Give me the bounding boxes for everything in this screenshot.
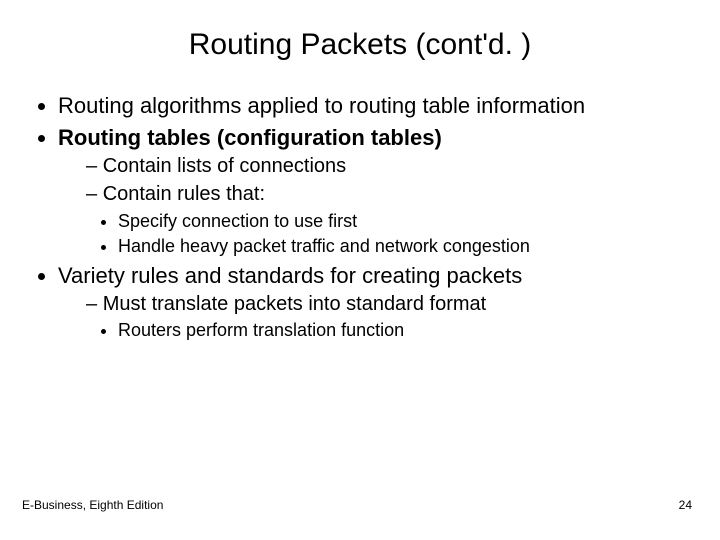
bullet-text: Variety rules and standards for creating… [58, 263, 522, 288]
bullet-list-level2: Must translate packets into standard for… [58, 292, 690, 343]
bullet-text: Contain rules that: [103, 183, 265, 205]
bullet-list-level2: Contain lists of connections Contain rul… [58, 154, 690, 257]
bullet-l3: Routers perform translation function [118, 319, 690, 342]
slide-content: Routing algorithms applied to routing ta… [0, 72, 720, 342]
bullet-list-level3: Routers perform translation function [86, 319, 690, 342]
bullet-l2: Contain lists of connections [86, 154, 690, 180]
bullet-l3: Specify connection to use first [118, 210, 690, 233]
slide-title: Routing Packets (cont'd. ) [0, 0, 720, 72]
footer-left: E-Business, Eighth Edition [22, 498, 163, 512]
footer-page-number: 24 [679, 498, 692, 512]
bullet-l3: Handle heavy packet traffic and network … [118, 235, 690, 258]
bullet-l2: Contain rules that: Specify connection t… [86, 182, 690, 258]
bullet-list-level3: Specify connection to use first Handle h… [86, 210, 690, 258]
bullet-text: Routing algorithms applied to routing ta… [58, 93, 585, 118]
bullet-text: Specify connection to use first [118, 211, 357, 231]
slide: Routing Packets (cont'd. ) Routing algor… [0, 0, 720, 540]
bullet-text: Must translate packets into standard for… [103, 293, 487, 315]
bullet-list-level1: Routing algorithms applied to routing ta… [30, 92, 690, 342]
bullet-l1: Routing algorithms applied to routing ta… [58, 92, 690, 120]
bullet-l1: Routing tables (configuration tables) Co… [58, 124, 690, 257]
bullet-text: Handle heavy packet traffic and network … [118, 236, 530, 256]
bullet-text-bold: Routing tables (configuration tables) [58, 125, 442, 150]
bullet-l1: Variety rules and standards for creating… [58, 262, 690, 343]
bullet-text: Routers perform translation function [118, 320, 404, 340]
bullet-text: Contain lists of connections [103, 155, 346, 177]
bullet-l2: Must translate packets into standard for… [86, 292, 690, 343]
